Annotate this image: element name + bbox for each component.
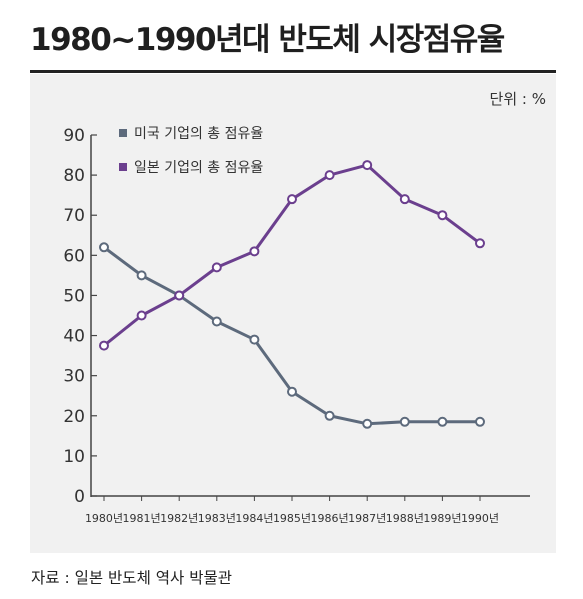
data-point — [136, 270, 147, 281]
data-point — [475, 416, 485, 427]
chart-title: 1980~1990년대 반도체 시장점유율 — [30, 22, 505, 58]
data-point — [437, 416, 448, 427]
x-tick-label: 1989년 — [423, 512, 461, 525]
series-line — [103, 163, 481, 347]
data-point — [174, 290, 185, 301]
x-tick-label: 1986년 — [311, 512, 349, 525]
x-tick-label: 1983년 — [198, 512, 236, 525]
data-point — [99, 242, 109, 253]
chart-panel — [30, 74, 556, 553]
data-point — [399, 416, 410, 427]
y-tick-label: 80 — [63, 166, 85, 186]
axes — [90, 134, 530, 501]
x-tick-label: 1981년 — [123, 512, 161, 525]
y-tick-label: 30 — [63, 367, 85, 387]
data-point — [249, 334, 260, 345]
data-point — [99, 340, 109, 351]
data-point — [437, 210, 448, 221]
x-tick-label: 1982년 — [160, 512, 198, 525]
legend-marker — [119, 163, 127, 171]
y-tick-label: 20 — [63, 407, 85, 427]
x-tick-label: 1980년 — [85, 512, 123, 525]
y-tick-label: 10 — [63, 447, 85, 467]
title-rule — [30, 70, 556, 73]
x-tick-label: 1984년 — [235, 512, 273, 525]
y-tick-label: 0 — [74, 487, 85, 507]
x-tick-label: 1988년 — [386, 512, 424, 525]
data-point — [211, 316, 222, 327]
legend-label: 일본 기업의 총 점유율 — [134, 160, 263, 176]
line-chart: 단위 : % 0 10 20 30 40 50 60 70 80 90 1980년 1981년 1982… — [63, 90, 546, 525]
data-point — [324, 170, 335, 181]
data-point — [324, 410, 335, 421]
data-point — [362, 418, 373, 429]
y-tick-label: 60 — [63, 246, 85, 266]
data-point — [475, 238, 485, 249]
series-1 — [99, 242, 485, 429]
series-2 — [99, 160, 485, 351]
series-layer — [99, 160, 485, 429]
y-tick-label: 50 — [63, 286, 85, 306]
data-point — [287, 386, 297, 397]
series-line — [103, 246, 480, 426]
y-tick-label: 90 — [63, 126, 85, 146]
data-point — [287, 194, 297, 205]
data-point — [249, 246, 260, 257]
legend-label: 미국 기업의 총 점유율 — [134, 126, 263, 142]
data-point — [136, 310, 147, 321]
x-tick-label: 1990년 — [461, 512, 499, 525]
unit-label: 단위 : % — [490, 90, 546, 108]
source-note: 자료 : 일본 반도체 역사 박물관 — [31, 569, 232, 587]
x-tick-label: 1985년 — [273, 512, 311, 525]
data-point — [399, 194, 410, 205]
data-point — [362, 160, 373, 171]
y-tick-label: 40 — [63, 327, 85, 347]
y-tick-label: 70 — [63, 206, 85, 226]
data-point — [211, 262, 222, 273]
x-tick-label: 1987년 — [348, 512, 386, 525]
legend-marker — [119, 129, 127, 137]
